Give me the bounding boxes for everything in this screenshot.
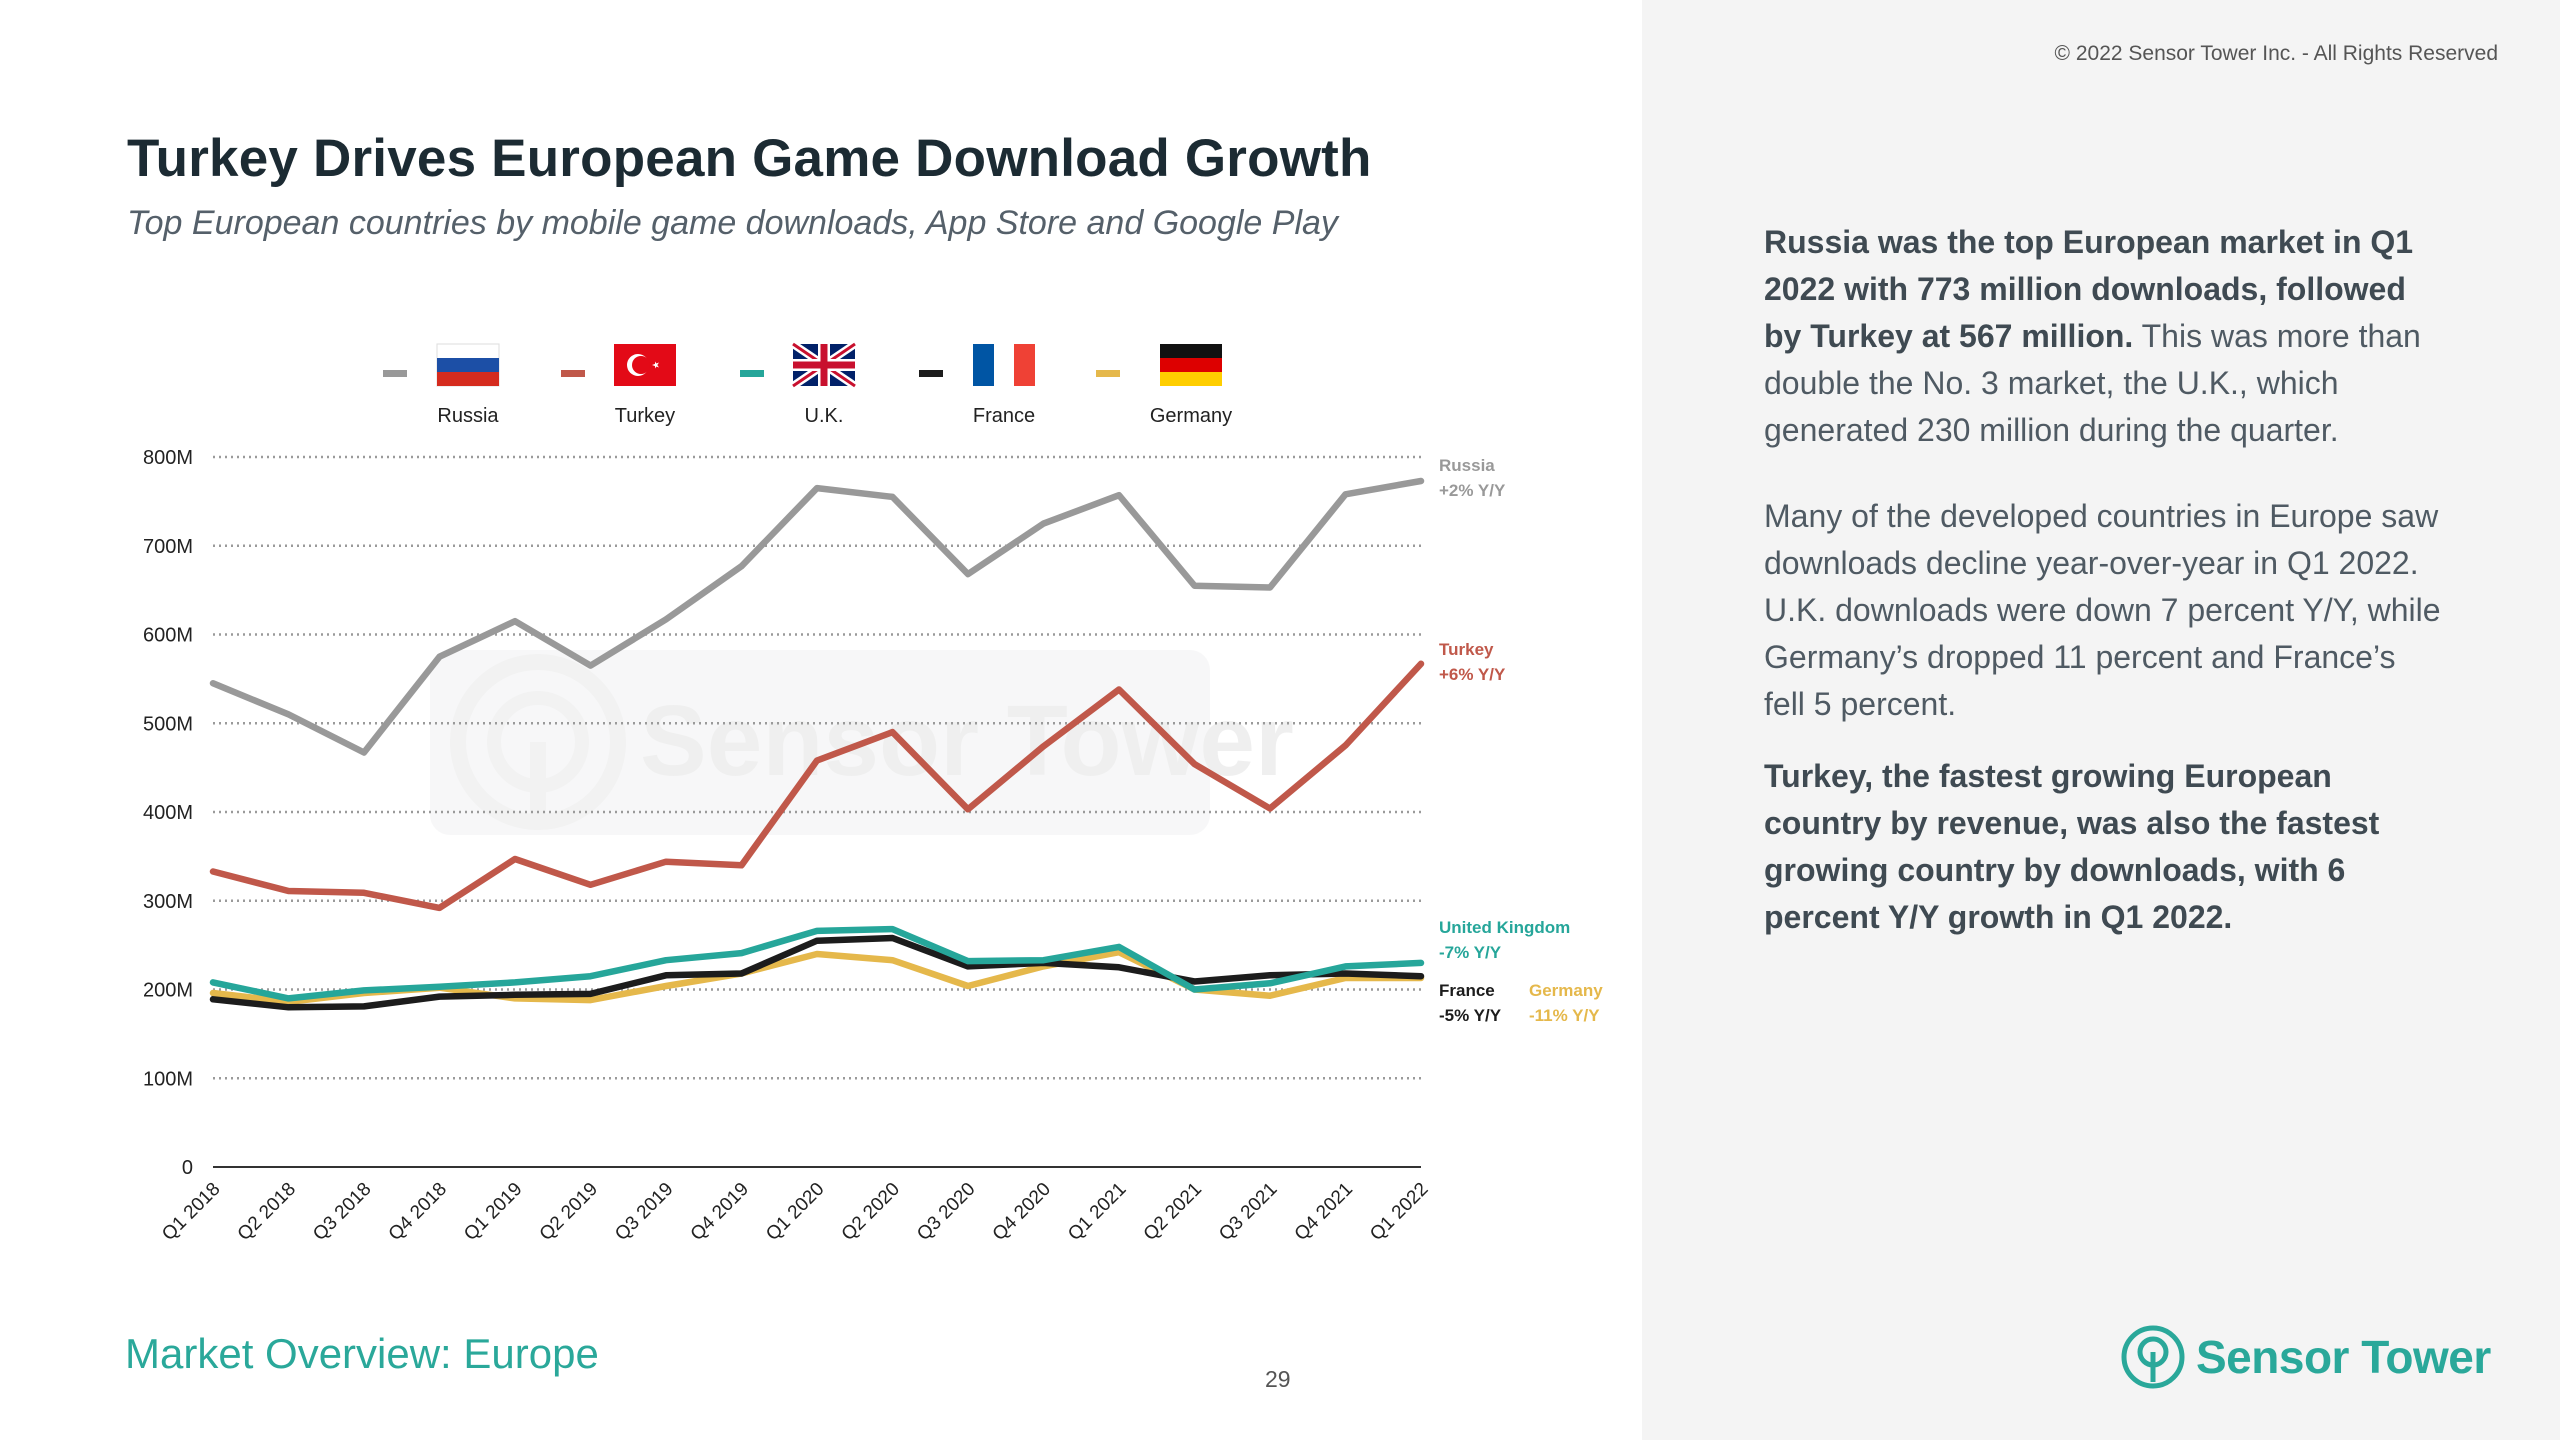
- y-tick-label: 200M: [143, 980, 193, 1002]
- legend-label-germany: Germany: [1150, 405, 1232, 427]
- legend-swatch-germany: [1096, 370, 1120, 377]
- end-label-change: +6% Y/Y: [1439, 665, 1506, 684]
- x-tick-label: Q3 2018: [309, 1179, 375, 1245]
- legend-label-uk: U.K.: [805, 405, 844, 427]
- x-tick-label: Q1 2019: [460, 1179, 526, 1245]
- y-tick-label: 300M: [143, 891, 193, 913]
- x-tick-label: Q1 2020: [762, 1179, 828, 1245]
- x-tick-label: Q1 2018: [158, 1179, 224, 1245]
- legend-swatch-russia: [383, 370, 407, 377]
- y-tick-label: 700M: [143, 536, 193, 558]
- watermark-logo-icon: [450, 654, 626, 830]
- sensor-tower-logo: Sensor Tower: [2120, 1322, 2491, 1392]
- france-flag: [973, 344, 1035, 386]
- x-tick-label: Q3 2019: [611, 1179, 677, 1245]
- commentary-paragraph-2: Many of the developed countries in Europ…: [1764, 498, 2441, 722]
- commentary-panel: [1642, 0, 2560, 1440]
- end-label-change: -7% Y/Y: [1439, 943, 1502, 962]
- commentary-paragraph-3: Turkey, the fastest growing European cou…: [1764, 753, 2444, 941]
- x-tick-label: Q2 2020: [838, 1179, 904, 1245]
- legend-swatch-uk: [740, 370, 764, 377]
- chart-legend: Russia Turkey U.K.: [383, 340, 1232, 427]
- series-line-russia: [209, 477, 1425, 756]
- logo-wordmark: Sensor Tower: [2196, 1331, 2491, 1383]
- x-tick-label: Q2 2018: [234, 1179, 300, 1245]
- russia-flag: [436, 343, 500, 387]
- y-tick-label: 100M: [143, 1068, 193, 1090]
- copyright-notice: © 2022 Sensor Tower Inc. - All Rights Re…: [2054, 42, 2498, 65]
- y-tick-label: 800M: [143, 447, 193, 469]
- x-tick-label: Q3 2021: [1215, 1179, 1281, 1245]
- germany-flag: [1160, 344, 1222, 386]
- page-title: Turkey Drives European Game Download Gro…: [127, 129, 1372, 188]
- watermark-text: Sensor Tower: [640, 685, 1294, 797]
- x-tick-label: Q2 2019: [536, 1179, 602, 1245]
- legend-label-france: France: [973, 405, 1035, 427]
- legend-swatch-france: [919, 370, 943, 377]
- x-tick-label: Q4 2018: [385, 1179, 451, 1245]
- page-subtitle: Top European countries by mobile game do…: [127, 204, 1338, 242]
- x-tick-label: Q2 2021: [1140, 1179, 1206, 1245]
- x-tick-label: Q1 2022: [1366, 1179, 1432, 1245]
- series-line-united-kingdom: [209, 925, 1425, 1002]
- end-label-name: France: [1439, 981, 1495, 1000]
- x-tick-label: Q4 2021: [1291, 1179, 1357, 1245]
- commentary-p1-bold: Russia was the top European market in Q1…: [1764, 224, 2414, 354]
- x-tick-label: Q3 2020: [913, 1179, 979, 1245]
- y-tick-label: 500M: [143, 713, 193, 735]
- x-tick-label: Q4 2019: [687, 1179, 753, 1245]
- x-tick-label: Q4 2020: [989, 1179, 1055, 1245]
- end-label-change: -5% Y/Y: [1439, 1006, 1502, 1025]
- y-tick-label: 400M: [143, 802, 193, 824]
- y-tick-label: 0: [182, 1157, 193, 1179]
- watermark: Sensor Tower: [430, 650, 1294, 835]
- commentary-paragraph-1: Russia was the top European market in Q1…: [1764, 219, 2444, 454]
- line-chart: Sensor Tower 800M 700M 600M 500M 400M 300M 200…: [142, 340, 1604, 1246]
- legend-label-turkey: Turkey: [615, 405, 675, 427]
- end-label-change: -11% Y/Y: [1529, 1006, 1600, 1025]
- turkey-flag: [614, 344, 676, 386]
- end-label-name: Russia: [1439, 456, 1495, 475]
- series-line-turkey: [209, 660, 1425, 912]
- end-label-name: Germany: [1529, 981, 1603, 1000]
- page-number: 29: [1265, 1366, 1291, 1392]
- section-footer: Market Overview: Europe: [125, 1330, 599, 1377]
- commentary-p1-rest: This was more than double the No. 3 mark…: [1764, 318, 2421, 448]
- end-label-name: United Kingdom: [1439, 918, 1570, 937]
- legend-swatch-turkey: [561, 370, 585, 377]
- x-tick-label: Q1 2021: [1064, 1179, 1130, 1245]
- sensor-tower-logo-icon: [2121, 1325, 2185, 1389]
- uk-flag: [790, 340, 858, 390]
- series-line-france: [209, 934, 1425, 1011]
- legend-label-russia: Russia: [437, 405, 499, 427]
- end-label-change: +2% Y/Y: [1439, 481, 1506, 500]
- commentary-p3-bold: Turkey, the fastest growing European cou…: [1764, 758, 2380, 935]
- y-tick-label: 600M: [143, 625, 193, 647]
- slide-main-panel: Turkey Drives European Game Download Gro…: [125, 129, 1604, 1392]
- end-label-name: Turkey: [1439, 640, 1494, 659]
